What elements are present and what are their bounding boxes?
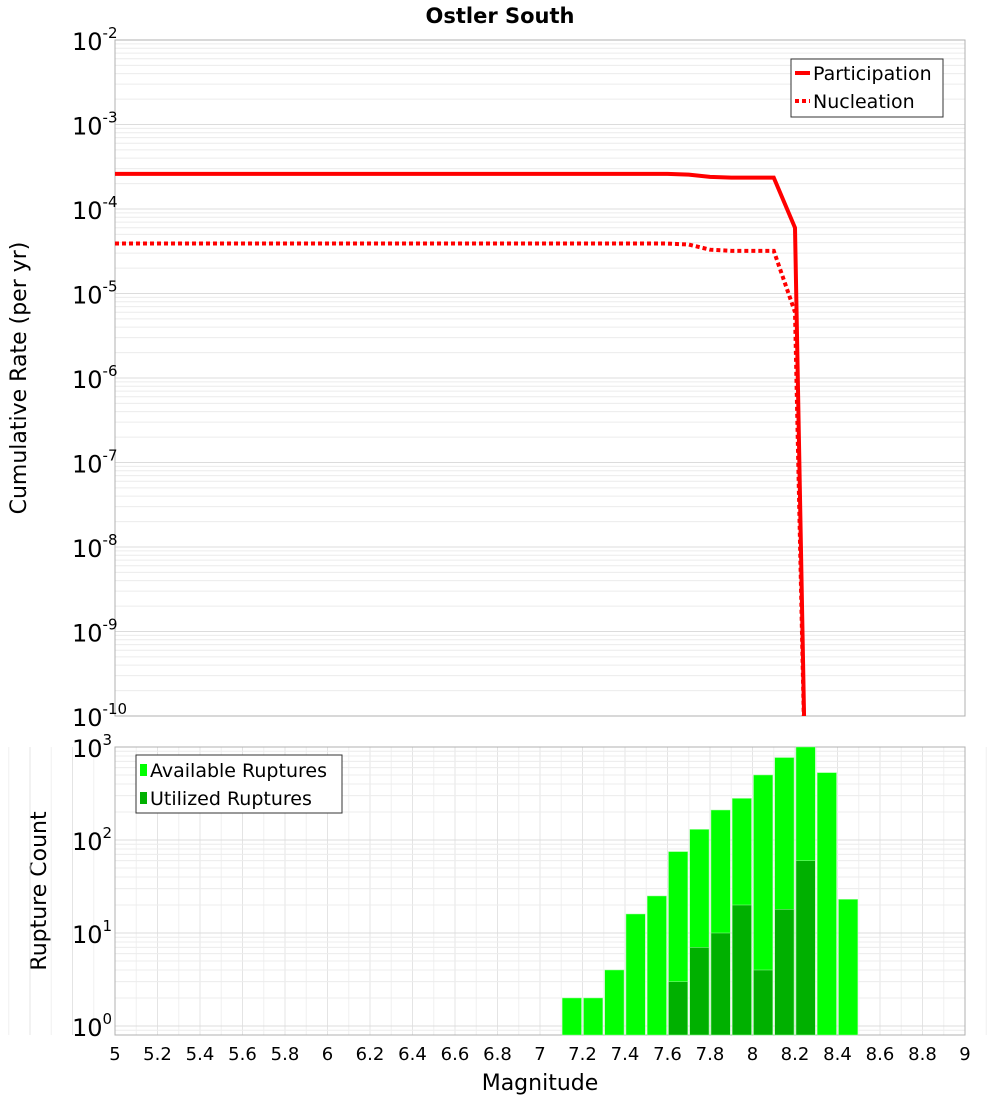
- bottom-y-axis-label: Rupture Count: [27, 811, 52, 971]
- chart-title: Ostler South: [426, 4, 575, 28]
- plot-border: [114, 39, 966, 717]
- x-axis-label: Magnitude: [482, 1071, 599, 1096]
- top-y-axis-label: Cumulative Rate (per yr): [7, 242, 32, 515]
